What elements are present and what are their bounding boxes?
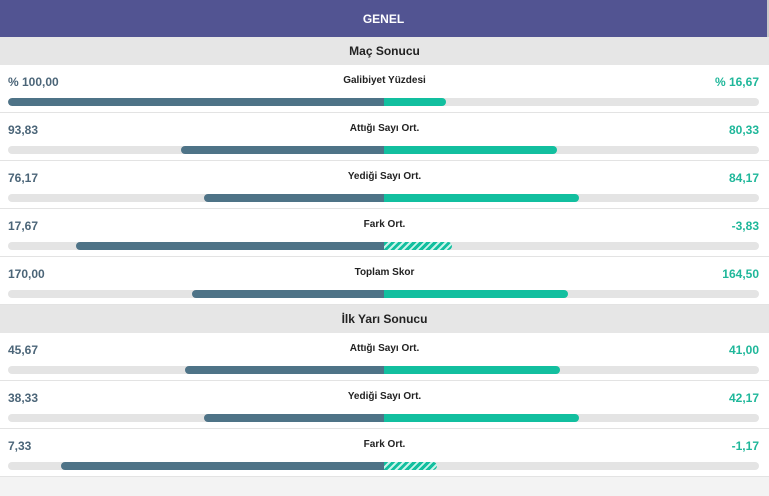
stat-label: Fark Ort. (363, 219, 406, 230)
comparison-bar-track (8, 462, 759, 470)
home-value: 76,17 (8, 171, 39, 185)
home-bar (185, 366, 384, 374)
comparison-bar-track (8, 98, 759, 106)
away-bar-negative (384, 462, 437, 470)
home-bar (76, 242, 384, 250)
comparison-bar-track (8, 194, 759, 202)
stat-row: % 100,00 Galibiyet Yüzdesi % 16,67 (0, 65, 769, 113)
stat-row: 170,00 Toplam Skor 164,50 (0, 257, 769, 305)
away-value: -1,17 (731, 439, 759, 453)
stat-row: 76,17 Yediği Sayı Ort. 84,17 (0, 161, 769, 209)
home-bar (192, 290, 384, 298)
bottom-strip (0, 477, 769, 490)
away-value: % 16,67 (714, 75, 759, 89)
stat-label: Attığı Sayı Ort. (349, 343, 420, 354)
home-bar (204, 194, 384, 202)
home-value: 45,67 (8, 343, 39, 357)
away-bar (384, 146, 557, 154)
stat-row: 38,33 Yediği Sayı Ort. 42,17 (0, 381, 769, 429)
comparison-bar-track (8, 414, 759, 422)
stat-row: 93,83 Attığı Sayı Ort. 80,33 (0, 113, 769, 161)
away-value: 42,17 (728, 391, 759, 405)
section-title: Maç Sonucu (0, 37, 769, 65)
home-value: % 100,00 (8, 75, 59, 89)
home-bar (204, 414, 384, 422)
comparison-bar-track (8, 146, 759, 154)
home-value: 170,00 (8, 267, 45, 281)
home-bar (61, 462, 384, 470)
stat-row: 45,67 Attığı Sayı Ort. 41,00 (0, 333, 769, 381)
away-bar (384, 98, 446, 106)
panel-title: GENEL (362, 11, 405, 26)
home-value: 38,33 (8, 391, 39, 405)
home-bar (8, 98, 384, 106)
stat-label: Yediği Sayı Ort. (347, 391, 422, 402)
away-value: 41,00 (728, 343, 759, 357)
away-bar (384, 194, 579, 202)
stat-label: Galibiyet Yüzdesi (343, 75, 426, 86)
section-title: İlk Yarı Sonucu (0, 305, 769, 333)
away-bar (384, 414, 579, 422)
stat-label: Attığı Sayı Ort. (349, 123, 420, 134)
away-value: 80,33 (728, 123, 759, 137)
sections-container: Maç Sonucu % 100,00 Galibiyet Yüzdesi % 16,… (0, 37, 769, 477)
panel-header: GENEL (0, 0, 769, 37)
away-bar (384, 290, 568, 298)
away-bar (384, 366, 560, 374)
stat-label: Yediği Sayı Ort. (347, 171, 422, 182)
stat-row: 7,33 Fark Ort. -1,17 (0, 429, 769, 477)
away-bar-negative (384, 242, 452, 250)
away-value: 84,17 (728, 171, 759, 185)
stat-row: 17,67 Fark Ort. -3,83 (0, 209, 769, 257)
home-value: 7,33 (8, 439, 32, 453)
comparison-bar-track (8, 242, 759, 250)
stat-label: Fark Ort. (363, 439, 406, 450)
home-value: 93,83 (8, 123, 39, 137)
comparison-bar-track (8, 290, 759, 298)
comparison-bar-track (8, 366, 759, 374)
home-bar (181, 146, 384, 154)
away-value: 164,50 (722, 267, 759, 281)
away-value: -3,83 (731, 219, 759, 233)
home-value: 17,67 (8, 219, 39, 233)
stat-label: Toplam Skor (354, 267, 415, 278)
